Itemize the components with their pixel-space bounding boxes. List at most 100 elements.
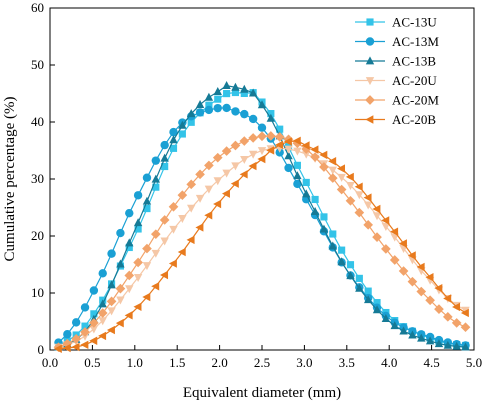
legend-label-AC-20M: AC-20M bbox=[392, 93, 439, 108]
data-point-AC-20U-27 bbox=[293, 147, 302, 156]
data-point-AC-13B-16 bbox=[195, 99, 205, 108]
data-point-AC-13M-8 bbox=[125, 208, 134, 218]
data-point-AC-13U-31 bbox=[329, 230, 337, 238]
data-point-AC-20B-6 bbox=[106, 325, 115, 335]
data-point-AC-20U-28 bbox=[302, 150, 311, 159]
data-point-AC-13M-10 bbox=[142, 173, 152, 182]
legend: AC-13U AC-13M AC-13B AC-20U AC-20M AC-20B bbox=[355, 15, 439, 127]
x-axis-title: Equivalent diameter (mm) bbox=[183, 385, 341, 401]
data-point-AC-13B-17 bbox=[204, 92, 214, 101]
data-point-AC-20M-40 bbox=[407, 276, 418, 287]
data-point-AC-20M-17 bbox=[204, 160, 214, 171]
x-tick-label-10: 5.0 bbox=[466, 355, 482, 370]
data-point-AC-20B-29 bbox=[310, 145, 319, 154]
data-point-AC-13M-26 bbox=[284, 163, 293, 173]
data-point-AC-13B-29 bbox=[310, 206, 320, 215]
data-point-AC-13M-22 bbox=[248, 114, 258, 124]
x-tick-label-6: 3.0 bbox=[296, 355, 312, 370]
y-tick-label-5: 50 bbox=[31, 57, 44, 72]
data-point-AC-20B-45 bbox=[452, 302, 461, 312]
data-point-AC-20B-34 bbox=[354, 182, 363, 191]
data-point-AC-20U-16 bbox=[195, 194, 205, 203]
data-point-AC-20B-10 bbox=[142, 292, 151, 302]
data-point-AC-20M-19 bbox=[221, 146, 232, 156]
data-point-AC-20U-32 bbox=[337, 173, 346, 182]
data-point-AC-20B-42 bbox=[425, 272, 434, 282]
y-tick-label-1: 10 bbox=[31, 285, 44, 300]
data-point-AC-13U-30 bbox=[320, 213, 328, 221]
data-point-AC-13M-18 bbox=[213, 103, 222, 113]
data-point-AC-20B-5 bbox=[98, 331, 107, 341]
axis-ticks: 0.0 0.5 1.0 1.5 2.0 2.5 3.0 3.5 4.0 4.5 5.0 0 10 20 30… bbox=[31, 0, 482, 370]
data-point-AC-20M-32 bbox=[336, 184, 347, 195]
data-point-AC-13B-9 bbox=[133, 218, 143, 227]
x-tick-label-8: 4.0 bbox=[381, 355, 397, 370]
data-point-AC-13M-3 bbox=[80, 303, 90, 312]
data-point-AC-13B-32 bbox=[337, 257, 346, 266]
legend-marker-AC-13M bbox=[365, 37, 375, 46]
data-point-AC-20M-2 bbox=[71, 334, 82, 344]
data-point-AC-13M-4 bbox=[89, 286, 99, 295]
data-point-AC-20B-16 bbox=[195, 223, 204, 232]
data-point-AC-13M-12 bbox=[160, 140, 169, 150]
data-point-AC-20B-22 bbox=[248, 161, 257, 171]
data-point-AC-13U-8 bbox=[125, 243, 133, 252]
data-point-AC-20B-25 bbox=[275, 140, 284, 150]
data-point-AC-20U-14 bbox=[178, 215, 187, 224]
data-point-AC-20B-43 bbox=[434, 283, 443, 293]
data-point-AC-20B-12 bbox=[160, 270, 169, 280]
y-tick-label-4: 40 bbox=[31, 114, 44, 129]
data-point-AC-13U-36 bbox=[373, 299, 381, 307]
legend-item-AC-20U: AC-20U bbox=[355, 73, 437, 88]
data-point-AC-20B-32 bbox=[337, 164, 345, 173]
data-point-AC-20U-6 bbox=[107, 307, 116, 316]
data-point-AC-13B-27 bbox=[293, 171, 302, 180]
data-point-AC-13U-10 bbox=[143, 205, 151, 213]
data-point-AC-20U-19 bbox=[222, 169, 231, 178]
data-point-AC-20M-18 bbox=[212, 152, 223, 163]
data-point-AC-13U-11 bbox=[152, 183, 160, 191]
data-point-AC-13B-18 bbox=[213, 87, 222, 96]
data-point-AC-20M-9 bbox=[133, 257, 143, 268]
data-point-AC-20U-7 bbox=[116, 296, 125, 305]
data-point-AC-20M-45 bbox=[451, 318, 462, 328]
data-point-AC-20M-10 bbox=[142, 243, 152, 254]
data-point-AC-20B-17 bbox=[204, 211, 213, 220]
data-point-AC-20B-15 bbox=[186, 235, 195, 245]
data-point-AC-13U-33 bbox=[346, 261, 355, 269]
data-point-AC-13B-30 bbox=[319, 224, 329, 233]
data-point-AC-13M-2 bbox=[71, 318, 81, 327]
data-point-AC-20U-20 bbox=[231, 162, 240, 171]
data-point-AC-13B-42 bbox=[425, 336, 435, 345]
data-point-AC-20M-21 bbox=[239, 136, 250, 146]
data-point-AC-13B-12 bbox=[160, 153, 169, 162]
data-point-AC-20U-33 bbox=[346, 181, 355, 190]
data-point-AC-20B-31 bbox=[328, 157, 337, 166]
data-point-AC-13U-27 bbox=[293, 161, 301, 169]
data-point-AC-20U-36 bbox=[372, 212, 382, 221]
data-point-AC-13B-26 bbox=[284, 151, 293, 160]
legend-item-AC-20M: AC-20M bbox=[355, 93, 439, 108]
legend-label-AC-13U: AC-13U bbox=[392, 15, 437, 30]
data-point-AC-20M-37 bbox=[381, 244, 391, 254]
data-point-AC-20M-6 bbox=[106, 296, 117, 307]
data-point-AC-13U-9 bbox=[134, 225, 142, 233]
data-point-AC-20B-41 bbox=[416, 262, 425, 272]
data-point-AC-20M-11 bbox=[150, 229, 161, 239]
data-point-AC-13U-15 bbox=[187, 118, 195, 126]
data-point-AC-20B-38 bbox=[390, 227, 399, 236]
data-point-AC-13B-21 bbox=[240, 84, 249, 93]
y-tick-label-2: 20 bbox=[31, 228, 44, 243]
data-point-AC-13M-1 bbox=[63, 330, 72, 339]
data-point-AC-20U-5 bbox=[98, 317, 107, 326]
data-point-AC-13B-36 bbox=[372, 305, 382, 314]
data-point-AC-20M-14 bbox=[177, 190, 188, 200]
data-point-AC-13B-23 bbox=[257, 100, 267, 109]
data-point-AC-13B-46 bbox=[461, 342, 470, 351]
data-point-AC-13M-13 bbox=[169, 127, 178, 137]
data-point-AC-13M-6 bbox=[107, 249, 116, 258]
series-AC-20B bbox=[53, 136, 469, 354]
data-point-AC-20M-41 bbox=[416, 286, 427, 297]
legend-item-AC-13M: AC-13M bbox=[355, 34, 439, 49]
